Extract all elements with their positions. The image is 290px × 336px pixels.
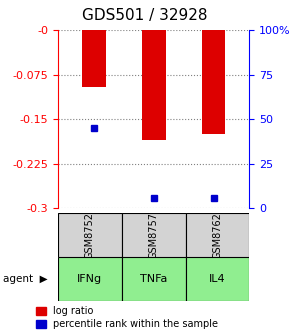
Text: GSM8752: GSM8752	[85, 212, 95, 259]
Bar	[82, 30, 106, 87]
Text: GSM8762: GSM8762	[213, 212, 222, 259]
Text: IL4: IL4	[209, 274, 226, 284]
Text: agent  ▶: agent ▶	[3, 274, 48, 284]
Text: TNFa: TNFa	[140, 274, 167, 284]
Bar	[186, 257, 249, 301]
Bar	[122, 213, 186, 257]
Bar	[58, 257, 122, 301]
Text: IFNg: IFNg	[77, 274, 102, 284]
Text: GDS501 / 32928: GDS501 / 32928	[82, 8, 208, 24]
Bar	[202, 30, 226, 134]
Bar	[186, 213, 249, 257]
Bar	[142, 30, 166, 140]
Bar	[122, 257, 186, 301]
Bar	[58, 213, 122, 257]
Text: GSM8757: GSM8757	[149, 212, 159, 259]
Legend: log ratio, percentile rank within the sample: log ratio, percentile rank within the sa…	[34, 304, 220, 331]
